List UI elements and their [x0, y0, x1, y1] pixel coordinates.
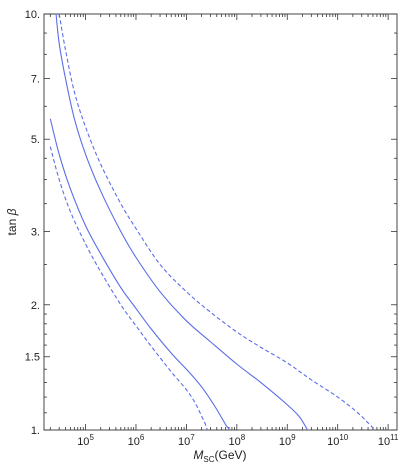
x-tick-label: 1010 [327, 433, 349, 448]
x-tick-label-base: 10 [327, 436, 339, 448]
y-axis-label-main: tan [5, 219, 19, 236]
x-tick-label-exp: 10 [339, 433, 348, 442]
series-line-3-solid [55, 13, 308, 431]
x-axis-label-main: M [193, 448, 203, 462]
y-tick-label: 5. [31, 134, 40, 146]
x-tick-label-exp: 11 [390, 433, 399, 442]
axis-ticks [44, 13, 397, 431]
x-tick-label-base: 10 [279, 436, 291, 448]
x-tick-label-exp: 6 [140, 433, 145, 442]
x-tick-label-exp: 8 [241, 433, 246, 442]
x-axis-label-unit: (GeV) [215, 448, 247, 462]
x-tick-label-base: 10 [228, 436, 240, 448]
y-tick-label: 10. [25, 9, 40, 21]
x-tick-label-exp: 7 [190, 433, 195, 442]
curves [49, 13, 376, 431]
x-tick-label: 108 [228, 433, 245, 448]
x-tick-label: 109 [279, 433, 296, 448]
y-tick-label: 3. [31, 227, 40, 239]
x-tick-label-exp: 5 [89, 433, 94, 442]
y-tick-label: 7. [31, 73, 40, 85]
y-tick-label: 2. [31, 300, 40, 312]
y-tick-label: 1.5 [25, 352, 40, 364]
x-tick-label: 107 [178, 433, 195, 448]
x-tick-label: 106 [128, 433, 145, 448]
x-axis-label: MSC(GeV) [193, 448, 246, 463]
plot-frame [43, 13, 398, 431]
x-tick-label-base: 10 [128, 436, 140, 448]
series-line-2-dashed [49, 146, 208, 431]
y-tick-label: 1. [31, 425, 40, 437]
x-tick-label-base: 10 [378, 436, 390, 448]
x-tick-label-exp: 9 [291, 433, 296, 442]
y-axis-label-symbol: β [5, 208, 19, 216]
x-tick-label: 1011 [378, 433, 399, 448]
series-line-1-solid [49, 118, 231, 431]
x-tick-label-base: 10 [77, 436, 89, 448]
x-tick-label-base: 10 [178, 436, 190, 448]
x-axis-label-sub: SC [203, 455, 214, 463]
x-tick-label: 105 [77, 433, 94, 448]
y-axis-label: tan β [5, 208, 19, 235]
series-line-4-dashed [58, 13, 376, 431]
